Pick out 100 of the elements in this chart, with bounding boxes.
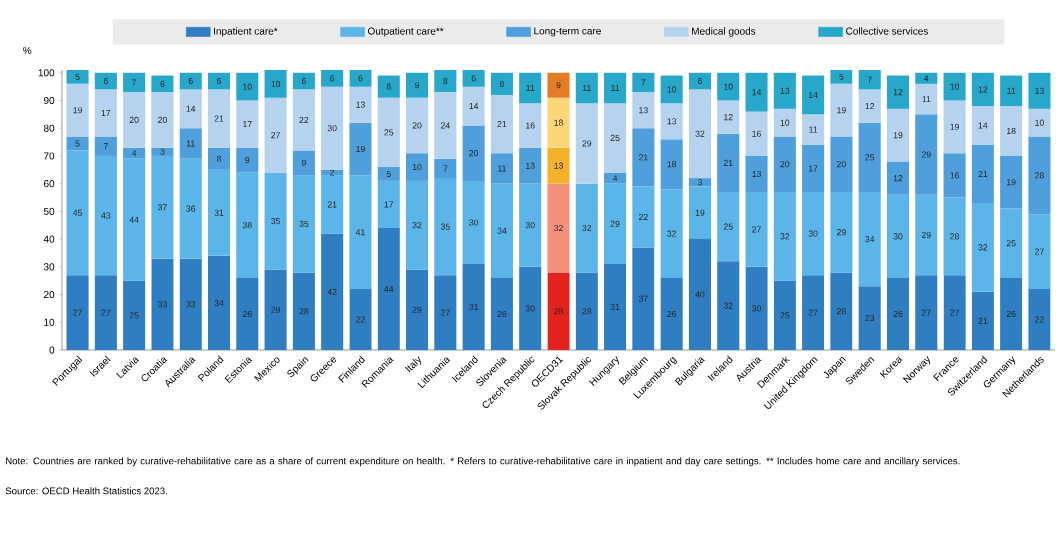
data-label: 5 — [386, 170, 391, 177]
bar — [802, 191, 825, 276]
bar — [434, 275, 457, 350]
bar — [236, 72, 259, 101]
bar — [179, 128, 202, 159]
bar — [773, 191, 796, 281]
bar — [462, 125, 485, 181]
data-label: 33 — [157, 301, 167, 308]
data-label: 9 — [245, 157, 250, 164]
bar — [858, 122, 881, 192]
data-label: 6 — [330, 75, 335, 82]
data-label: 32 — [667, 230, 677, 237]
data-label: 26 — [667, 310, 677, 318]
bar — [745, 72, 768, 112]
bar — [604, 183, 627, 265]
data-label: 37 — [157, 204, 167, 211]
bar — [773, 108, 796, 137]
bar — [547, 272, 570, 350]
bar — [886, 194, 910, 278]
bar — [971, 144, 994, 204]
data-label: 14 — [752, 89, 762, 96]
data-label: 6 — [471, 75, 476, 82]
data-label: 27 — [921, 309, 931, 316]
data-label: 32 — [554, 224, 563, 232]
y-tick-label: 80 — [43, 124, 55, 132]
data-label: 19 — [695, 209, 705, 216]
bar — [179, 72, 202, 90]
data-label: 11 — [809, 126, 818, 133]
bar — [292, 272, 315, 350]
bar — [462, 180, 485, 265]
data-label: 6 — [217, 78, 222, 85]
bar — [151, 155, 174, 259]
bar — [604, 172, 627, 184]
bar — [1000, 106, 1023, 156]
data-label: 3 — [160, 148, 165, 155]
data-label: 10 — [950, 83, 960, 90]
data-label: 21 — [214, 115, 224, 122]
bar — [406, 72, 429, 98]
data-label: 19 — [356, 145, 365, 153]
data-label: 25 — [1006, 240, 1016, 247]
data-label: 21 — [639, 154, 648, 161]
bar — [943, 197, 966, 276]
bar — [377, 75, 400, 98]
bar — [632, 92, 655, 129]
bar — [349, 86, 372, 123]
bar — [264, 269, 287, 350]
data-label: 19 — [950, 123, 959, 130]
bar — [802, 114, 825, 145]
bar — [915, 83, 938, 115]
data-label: 40 — [695, 291, 705, 298]
data-label: 7 — [867, 76, 872, 83]
bar — [971, 72, 994, 107]
bar — [604, 72, 627, 104]
data-label: 12 — [893, 175, 903, 182]
bar — [1028, 108, 1051, 137]
bar — [547, 72, 570, 98]
bar — [123, 147, 146, 159]
data-label: 29 — [610, 220, 620, 227]
data-label: 7 — [641, 79, 646, 86]
data-label: 11 — [922, 96, 931, 103]
bar — [886, 108, 910, 162]
data-label: 38 — [242, 222, 252, 229]
bar — [123, 158, 146, 281]
data-label: 35 — [271, 218, 281, 225]
bar — [971, 203, 994, 292]
data-label: 4 — [131, 150, 137, 157]
bar — [858, 89, 881, 123]
bar — [830, 191, 853, 273]
bar — [915, 114, 938, 195]
data-label: 13 — [554, 162, 563, 169]
bar — [688, 72, 711, 90]
bar — [434, 158, 457, 179]
y-tick-label: 50 — [43, 207, 55, 215]
data-label: 27 — [101, 309, 111, 316]
bar — [717, 72, 740, 101]
y-tick-label: 60 — [44, 180, 55, 188]
data-label: 34 — [865, 236, 875, 243]
data-label: 43 — [101, 212, 111, 219]
data-label: 31 — [610, 303, 620, 311]
bar — [94, 155, 117, 276]
legend-label: Inpatient care* — [214, 27, 278, 37]
bar — [207, 147, 231, 170]
data-label: 36 — [186, 205, 196, 212]
data-label: 12 — [724, 114, 733, 121]
bar — [349, 289, 372, 350]
data-label: 45 — [72, 209, 83, 216]
bar — [207, 89, 231, 148]
data-label: 25 — [610, 134, 620, 141]
data-label: 25 — [384, 129, 394, 136]
data-label: 14 — [808, 91, 818, 98]
bar — [745, 266, 768, 350]
data-label: 7 — [103, 143, 108, 150]
data-label: 8 — [386, 83, 391, 90]
y-tick-label: 70 — [44, 152, 55, 160]
legend-label: Collective services — [846, 27, 928, 35]
bar — [1000, 155, 1023, 209]
data-label: 6 — [103, 78, 108, 85]
bar — [377, 180, 400, 229]
y-tick-label: 20 — [44, 291, 55, 299]
data-label: 26 — [242, 310, 252, 318]
